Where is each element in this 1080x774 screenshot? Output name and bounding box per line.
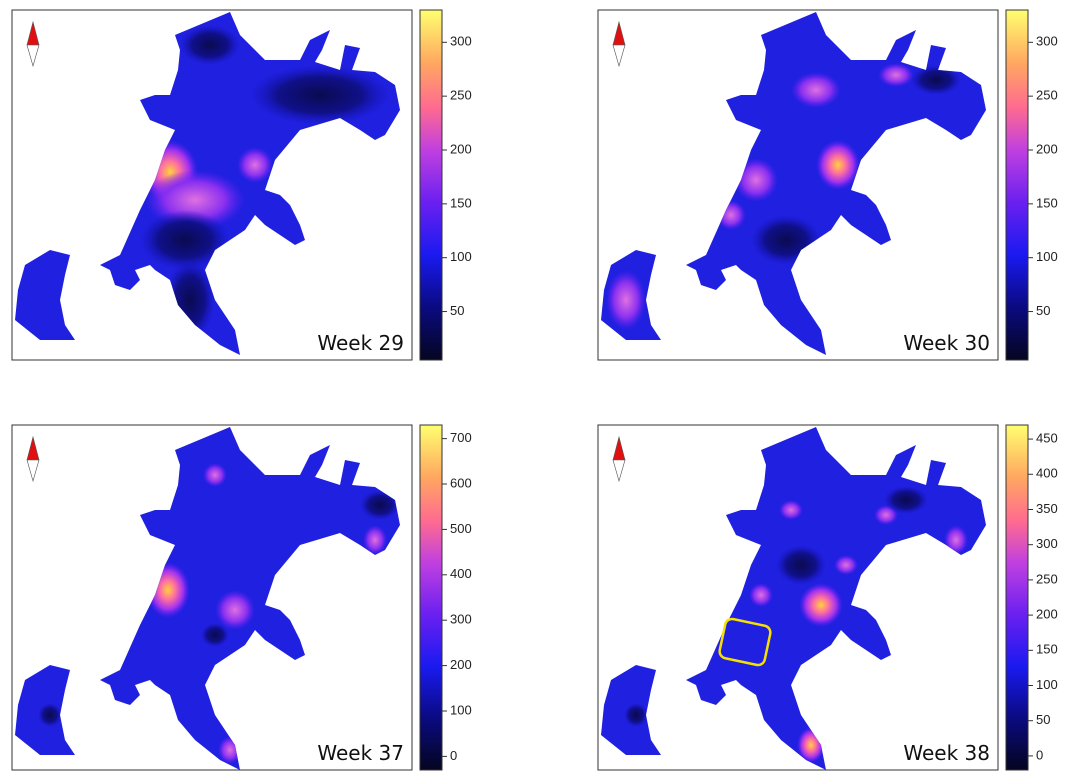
density-patch — [140, 210, 230, 270]
colorbar-tick-label: 200 — [1036, 141, 1058, 156]
colorbar-tick-label: 0 — [450, 748, 457, 763]
density-patch — [250, 65, 390, 125]
colorbar — [1005, 424, 1029, 771]
week-label: Week 29 — [317, 331, 404, 355]
colorbar-tick-label: 600 — [450, 475, 472, 490]
density-patch — [201, 623, 229, 647]
colorbar-tick-label: 250 — [450, 88, 472, 103]
density-patch — [606, 270, 646, 330]
density-patch — [360, 490, 400, 520]
density-patch — [878, 63, 914, 87]
map-panel: Week 29 50 100 150 200 250 300 — [11, 9, 472, 361]
density-patch — [624, 703, 648, 727]
week-label: Week 37 — [317, 741, 404, 765]
colorbar-tick-label: 100 — [1036, 249, 1058, 264]
colorbar-tick-label: 200 — [450, 657, 472, 672]
density-patch — [180, 25, 240, 65]
colorbar-tick-label: 150 — [1036, 195, 1058, 210]
map-panel: Week 30 50 100 150 200 250 300 — [597, 9, 1058, 361]
colorbar-tick-label: 400 — [450, 566, 472, 581]
colorbar-tick-label: 700 — [450, 430, 472, 445]
highlight-box — [718, 617, 772, 667]
colorbar-tick-label: 50 — [450, 303, 464, 318]
week-label: Week 30 — [903, 331, 990, 355]
north-arrow-tail — [612, 44, 626, 68]
density-patch — [816, 140, 860, 190]
colorbar-tick-label: 200 — [1036, 607, 1058, 622]
density-patch — [215, 590, 255, 630]
colorbar-tick-label: 250 — [1036, 88, 1058, 103]
colorbar — [1005, 9, 1029, 361]
colorbar-tick-label: 0 — [1036, 747, 1043, 762]
north-arrow-tail — [26, 459, 40, 483]
density-patch — [779, 500, 803, 520]
density-patch — [884, 486, 928, 514]
colorbar-tick-label: 400 — [1036, 466, 1058, 481]
colorbar-tick-label: 450 — [1036, 431, 1058, 446]
colorbar-tick-label: 300 — [450, 34, 472, 49]
density-patch — [749, 583, 773, 607]
density-patch — [799, 583, 843, 627]
week-label: Week 38 — [903, 741, 990, 765]
density-patch — [834, 555, 858, 575]
colorbar-tick-label: 200 — [450, 141, 472, 156]
density-patch — [791, 72, 841, 108]
colorbar-tick-label: 50 — [1036, 303, 1050, 318]
colorbar — [419, 424, 443, 771]
map-panel: Week 38 0 50 100 150 200 250 300 350 400 450 — [597, 424, 1058, 771]
density-patch — [363, 525, 387, 555]
colorbar-tick-label: 150 — [1036, 642, 1058, 657]
colorbar-tick-label: 350 — [1036, 501, 1058, 516]
density-patch — [776, 545, 826, 585]
colorbar-tick-label: 250 — [1036, 571, 1058, 586]
colorbar-tick-label: 150 — [450, 195, 472, 210]
colorbar-tick-label: 500 — [450, 521, 472, 536]
density-patch — [734, 158, 778, 202]
colorbar-tick-label: 300 — [450, 612, 472, 627]
colorbar-tick-label: 100 — [1036, 677, 1058, 692]
density-patch — [944, 525, 968, 555]
map-panel: Week 37 0 100 200 300 400 500 600 700 — [11, 424, 472, 771]
north-arrow-tail — [26, 44, 40, 68]
colorbar — [419, 9, 443, 361]
north-arrow-tail — [612, 459, 626, 483]
density-patch — [237, 147, 273, 183]
density-patch — [203, 463, 227, 487]
colorbar-tick-label: 300 — [1036, 536, 1058, 551]
colorbar-tick-label: 300 — [1036, 34, 1058, 49]
colorbar-tick-label: 100 — [450, 249, 472, 264]
colorbar-tick-label: 50 — [1036, 712, 1050, 727]
colorbar-tick-label: 100 — [450, 702, 472, 717]
density-patch — [38, 703, 62, 727]
density-patch — [911, 65, 961, 95]
